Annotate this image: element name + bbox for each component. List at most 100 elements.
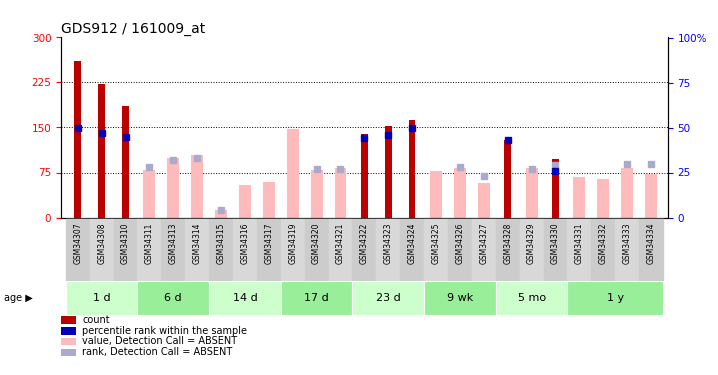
Bar	[239, 184, 251, 218]
Bar	[472, 217, 495, 281]
Bar	[281, 281, 353, 315]
Text: 14 d: 14 d	[233, 293, 257, 303]
Text: GSM34330: GSM34330	[551, 223, 560, 264]
Bar	[191, 154, 203, 218]
Bar	[520, 217, 544, 281]
Bar	[335, 168, 347, 217]
Bar	[61, 338, 76, 345]
Bar	[454, 168, 466, 217]
Text: count: count	[83, 315, 110, 325]
Bar	[122, 106, 129, 218]
Bar	[409, 120, 416, 218]
Bar	[495, 217, 520, 281]
Bar	[639, 217, 663, 281]
Bar	[495, 281, 567, 315]
Bar	[61, 316, 76, 324]
Bar	[597, 178, 609, 218]
Bar	[353, 281, 424, 315]
Bar	[66, 217, 90, 281]
Bar	[98, 84, 105, 218]
Text: GSM34327: GSM34327	[480, 223, 488, 264]
Text: GSM34313: GSM34313	[169, 223, 178, 264]
Bar	[526, 168, 538, 217]
Bar	[505, 140, 511, 218]
Bar	[376, 217, 400, 281]
Text: GSM34314: GSM34314	[192, 223, 202, 264]
Bar	[400, 217, 424, 281]
Text: GSM34323: GSM34323	[384, 223, 393, 264]
Text: GSM34317: GSM34317	[264, 223, 274, 264]
Bar	[257, 217, 281, 281]
Text: rank, Detection Call = ABSENT: rank, Detection Call = ABSENT	[83, 347, 233, 357]
Text: GSM34333: GSM34333	[623, 223, 632, 264]
Bar	[645, 174, 657, 217]
Bar	[263, 182, 275, 218]
Bar	[167, 158, 180, 218]
Bar	[90, 217, 113, 281]
Bar	[209, 281, 281, 315]
Text: age ▶: age ▶	[4, 293, 32, 303]
Bar	[185, 217, 209, 281]
Bar	[448, 217, 472, 281]
Bar	[621, 168, 633, 217]
Bar	[61, 349, 76, 356]
Text: 5 mo: 5 mo	[518, 293, 546, 303]
Bar	[615, 217, 639, 281]
Bar	[424, 217, 448, 281]
Bar	[162, 217, 185, 281]
Text: 23 d: 23 d	[376, 293, 401, 303]
Text: GSM34308: GSM34308	[97, 223, 106, 264]
Bar	[286, 129, 299, 217]
Text: GSM34331: GSM34331	[575, 223, 584, 264]
Bar	[215, 210, 227, 218]
Bar	[430, 171, 442, 217]
Text: GSM34325: GSM34325	[432, 223, 441, 264]
Bar	[567, 217, 592, 281]
Text: GSM34319: GSM34319	[288, 223, 297, 264]
Bar	[574, 177, 585, 218]
Bar	[552, 159, 559, 218]
Text: 1 y: 1 y	[607, 293, 624, 303]
Bar	[329, 217, 353, 281]
Text: GSM34321: GSM34321	[336, 223, 345, 264]
Bar	[424, 281, 495, 315]
Bar	[567, 281, 663, 315]
Bar	[209, 217, 233, 281]
Bar	[592, 217, 615, 281]
Bar	[137, 281, 209, 315]
Text: GSM34324: GSM34324	[408, 223, 416, 264]
Text: 6 d: 6 d	[164, 293, 182, 303]
Bar	[478, 183, 490, 218]
Text: GSM34332: GSM34332	[599, 223, 607, 264]
Bar	[385, 126, 391, 218]
Text: value, Detection Call = ABSENT: value, Detection Call = ABSENT	[83, 336, 238, 346]
Text: GSM34329: GSM34329	[527, 223, 536, 264]
Text: percentile rank within the sample: percentile rank within the sample	[83, 326, 247, 336]
Bar	[304, 217, 329, 281]
Text: GSM34307: GSM34307	[73, 223, 83, 264]
Text: 1 d: 1 d	[93, 293, 111, 303]
Text: GSM34320: GSM34320	[312, 223, 321, 264]
Text: 9 wk: 9 wk	[447, 293, 473, 303]
Bar	[311, 170, 322, 217]
Text: GSM34316: GSM34316	[241, 223, 249, 264]
Bar	[361, 134, 368, 218]
Bar	[75, 62, 81, 217]
Text: GSM34334: GSM34334	[646, 223, 656, 264]
Text: GSM34322: GSM34322	[360, 223, 369, 264]
Bar	[144, 170, 155, 217]
Bar	[66, 281, 137, 315]
Bar	[281, 217, 304, 281]
Text: GDS912 / 161009_at: GDS912 / 161009_at	[61, 22, 205, 36]
Bar	[233, 217, 257, 281]
Bar	[544, 217, 567, 281]
Text: GSM34328: GSM34328	[503, 223, 512, 264]
Text: GSM34311: GSM34311	[145, 223, 154, 264]
Bar	[61, 327, 76, 334]
Bar	[113, 217, 137, 281]
Bar	[137, 217, 162, 281]
Text: GSM34310: GSM34310	[121, 223, 130, 264]
Text: GSM34326: GSM34326	[455, 223, 465, 264]
Text: GSM34315: GSM34315	[217, 223, 225, 264]
Bar	[353, 217, 376, 281]
